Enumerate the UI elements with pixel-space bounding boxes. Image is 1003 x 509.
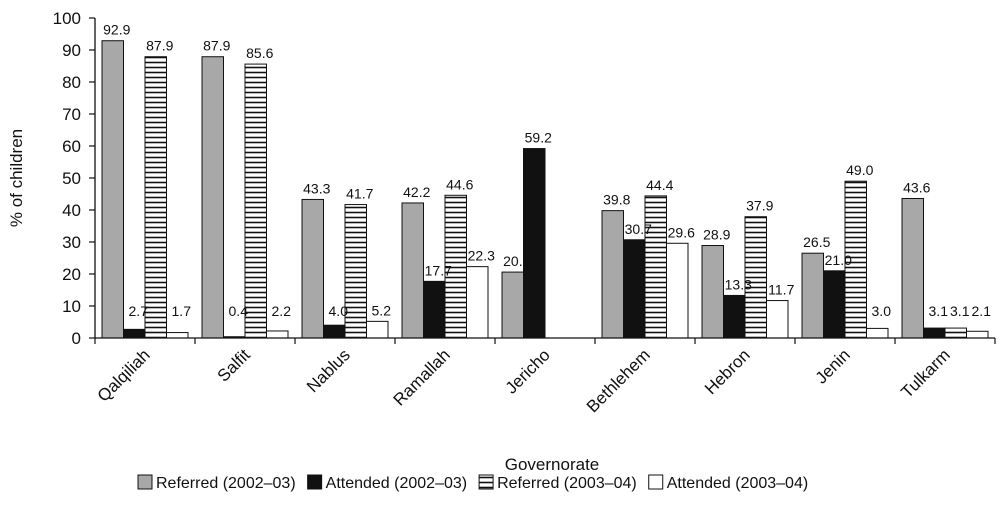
bar-white-tulkarm: [966, 330, 989, 339]
data-label: 85.6: [246, 45, 273, 61]
data-label: 43.3: [303, 180, 330, 196]
x-tick-label-salfit: Salfit: [214, 345, 254, 385]
y-tick-label: 80: [62, 73, 81, 92]
bar-gray-ramallah: [401, 202, 424, 339]
data-label: 37.9: [746, 198, 773, 214]
x-tick-label-bethlehem: Bethlehem: [583, 345, 654, 416]
x-axis-label: Governorate: [505, 455, 600, 474]
legend-swatch-black: [307, 474, 323, 490]
legend-label: Attended (2003–04): [667, 475, 808, 492]
bar-gray-salfit: [201, 56, 224, 339]
bar-striped-nablus: [344, 204, 367, 339]
x-tick-label-qalqiliah: Qalqiliah: [94, 345, 154, 405]
data-label: 87.9: [146, 38, 173, 54]
bar-white-ramallah: [466, 266, 489, 339]
data-label: 0.4: [229, 303, 249, 319]
y-tick-label: 90: [62, 41, 81, 60]
bar-white-jenin: [866, 327, 889, 339]
data-label: 92.9: [103, 22, 130, 38]
data-label: 3.1: [950, 303, 970, 319]
legend-label: Referred (2003–04): [497, 475, 637, 492]
bar-white-bethlehem: [666, 242, 689, 339]
legend: Referred (2002–03) Attended (2002–03) Refe…: [137, 474, 808, 492]
bar-white-salfit: [266, 330, 289, 339]
data-label: 49.0: [846, 162, 873, 178]
data-label: 13.3: [725, 276, 752, 292]
y-tick-label: 20: [62, 265, 81, 284]
y-tick-label: 50: [62, 169, 81, 188]
data-label: 11.7: [768, 282, 794, 298]
bar-striped-salfit: [244, 63, 267, 339]
data-label: 22.3: [468, 248, 495, 264]
bar-white-nablus: [366, 320, 389, 339]
x-tick-label-jenin: Jenin: [812, 345, 854, 387]
bar-black-qalqiliah: [123, 328, 146, 339]
legend-swatch-striped: [478, 474, 494, 490]
bar-gray-bethlehem: [601, 210, 624, 339]
data-label: 39.8: [603, 192, 630, 208]
data-label: 2.2: [272, 303, 292, 319]
bar-white-hebron: [766, 300, 789, 339]
bar-black-nablus: [323, 324, 346, 339]
y-axis-label: % of children: [7, 129, 26, 227]
bar-gray-tulkarm: [901, 197, 924, 339]
bar-striped-bethlehem: [644, 195, 667, 339]
bar-black-tulkarm: [923, 327, 946, 339]
data-label: 17.7: [425, 262, 452, 278]
bar-striped-qalqiliah: [144, 56, 167, 339]
bar-gray-nablus: [301, 198, 324, 339]
legend-swatch-gray: [137, 474, 153, 490]
bar-black-jenin: [823, 270, 846, 339]
bar-gray-jenin: [801, 252, 824, 339]
data-label: 29.6: [668, 224, 695, 240]
data-label: 3.1: [929, 303, 949, 319]
bar-white-qalqiliah: [166, 332, 189, 339]
data-label: 4.0: [329, 303, 349, 319]
data-label: 44.6: [446, 176, 473, 192]
bar-black-jericho: [523, 148, 546, 339]
data-label: 3.0: [872, 303, 892, 319]
data-label: 28.9: [703, 227, 730, 243]
y-tick-label: 10: [62, 297, 81, 316]
bar-striped-tulkarm: [944, 327, 967, 339]
y-tick-label: 30: [62, 233, 81, 252]
data-label: 2.7: [129, 303, 149, 319]
data-label: 43.6: [903, 179, 930, 195]
legend-swatch-white: [648, 474, 664, 490]
data-label: 1.7: [172, 303, 192, 319]
bar-gray-hebron: [701, 245, 724, 339]
y-tick-label: 40: [62, 201, 81, 220]
data-label: 42.2: [403, 184, 430, 200]
x-tick-label-nablus: Nablus: [303, 345, 354, 396]
y-tick-label: 60: [62, 137, 81, 156]
data-label: 41.7: [346, 186, 373, 202]
y-tick-label: 0: [72, 329, 81, 348]
data-label: 2.1: [972, 303, 992, 319]
data-label: 20.6: [503, 253, 530, 269]
x-tick-label-jericho: Jericho: [502, 345, 554, 397]
bar-gray-qalqiliah: [101, 40, 124, 339]
data-label: 26.5: [803, 234, 830, 250]
bar-black-bethlehem: [623, 239, 646, 339]
data-labels-layer: 92.9 2.7 87.9 1.7 87.9 0.4 85.6 2.2 43.3 4.0 41.7 5…: [103, 22, 991, 319]
bar-gray-jericho: [501, 271, 524, 339]
data-label: 30.7: [625, 221, 652, 237]
y-tick-label: 100: [53, 9, 81, 28]
data-label: 5.2: [372, 302, 392, 318]
data-label: 21.0: [825, 252, 852, 268]
data-label: 87.9: [203, 38, 230, 54]
legend-label: Attended (2002–03): [326, 475, 467, 492]
y-tick-label: 70: [62, 105, 81, 124]
bar-black-ramallah: [423, 280, 446, 339]
data-label: 59.2: [525, 130, 552, 146]
x-tick-label-hebron: Hebron: [701, 345, 754, 398]
bars-layer: [101, 40, 989, 339]
x-tick-label-tulkarm: Tulkarm: [897, 345, 953, 401]
legend-label: Referred (2002–03): [156, 475, 296, 492]
data-label: 44.4: [646, 177, 673, 193]
bar-black-hebron: [723, 294, 746, 339]
x-tick-label-ramallah: Ramallah: [390, 345, 454, 409]
